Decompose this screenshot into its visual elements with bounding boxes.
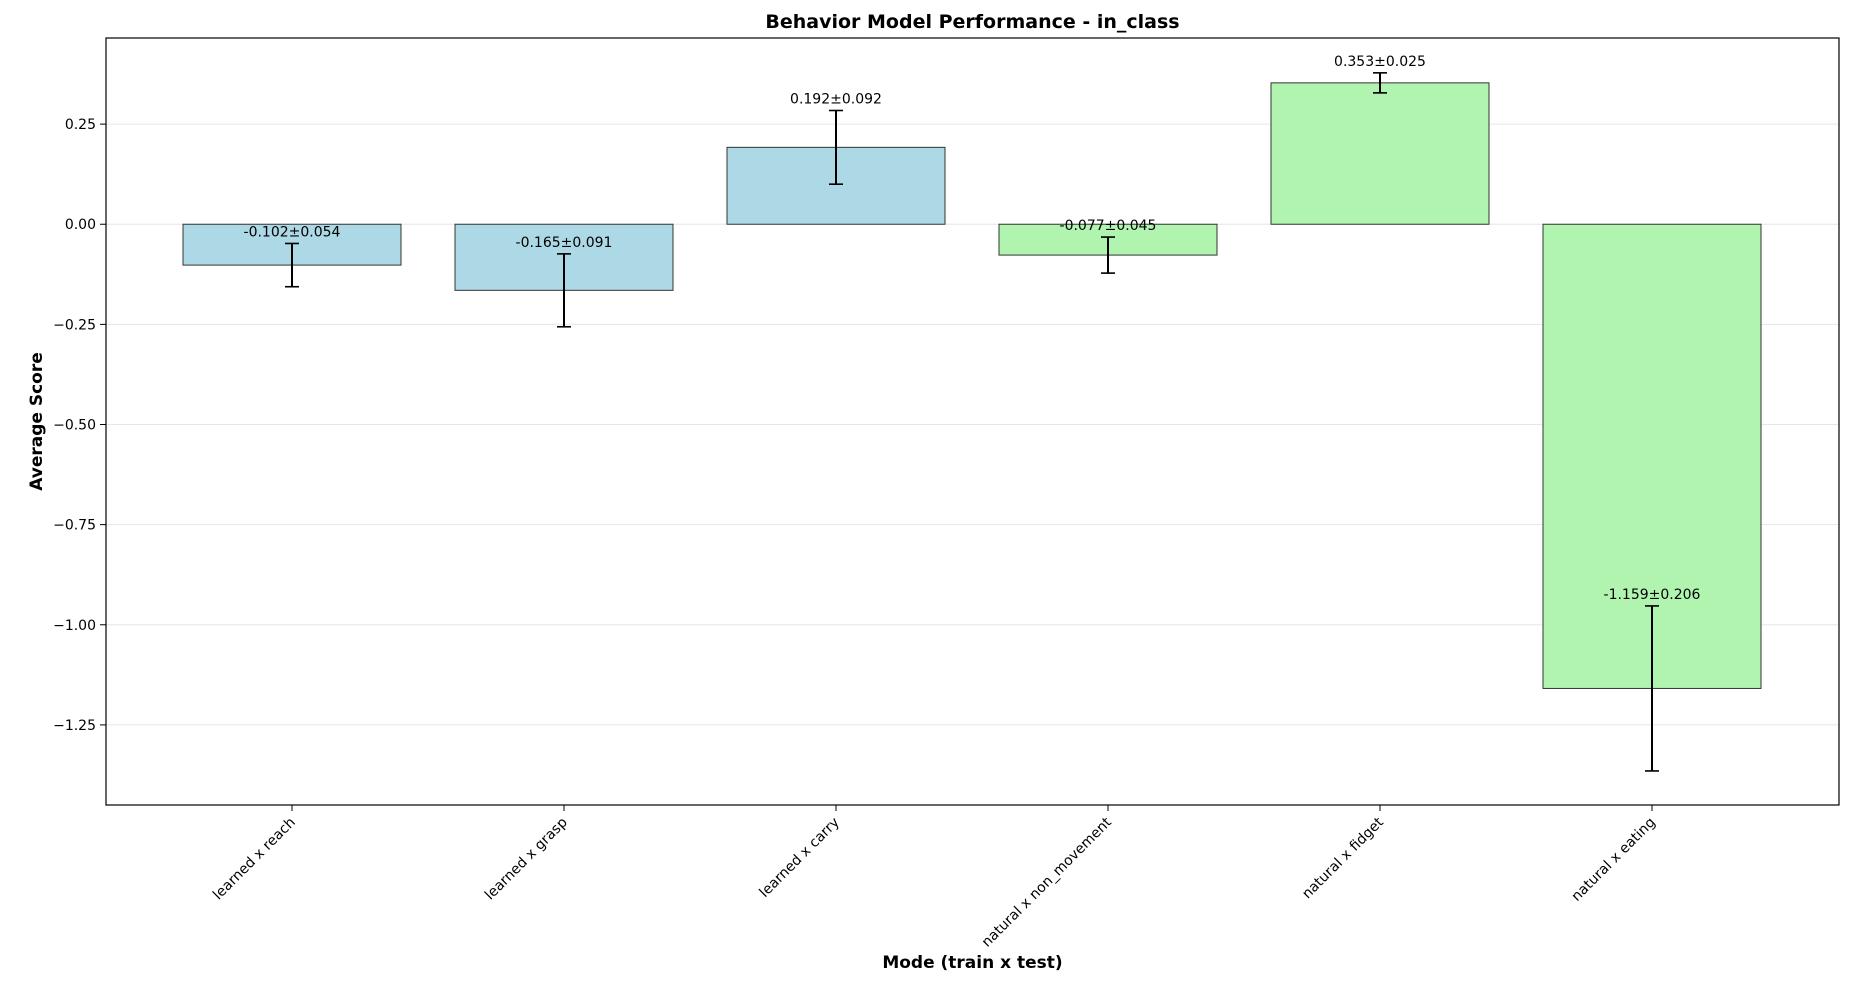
x-axis-label: Mode (train x test) (882, 953, 1062, 973)
y-axis-label: Average Score (27, 352, 47, 491)
y-axis: 0.25 0.00 −0.25 −0.50 −0.75 −1.00 −1.25 (53, 117, 106, 734)
data-label: 0.353±0.025 (1334, 54, 1426, 70)
x-tick-label: learned x grasp (482, 814, 571, 903)
chart-title: Behavior Model Performance - in_class (765, 11, 1179, 33)
y-tick-label: −1.25 (53, 718, 96, 734)
plot-frame (105, 37, 1840, 806)
error-bars-layer (285, 72, 1659, 772)
data-labels-layer: -0.102±0.054 -0.165±0.091 0.192±0.092 -0.07… (244, 54, 1701, 603)
y-tick-label: −0.25 (53, 317, 96, 333)
x-tick-label: natural x non_movement (979, 814, 1115, 950)
data-label: -0.102±0.054 (244, 224, 341, 240)
x-tick-label: natural x fidget (1299, 814, 1387, 902)
x-tick-label: learned x reach (210, 815, 299, 904)
data-label: 0.192±0.092 (790, 91, 882, 107)
bars-layer (182, 82, 1762, 689)
y-tick-label: −0.50 (53, 418, 96, 434)
bar (1270, 82, 1490, 225)
x-axis: learned x reach learned x grasp learned x … (210, 805, 1659, 950)
x-tick-label: learned x carry (757, 815, 843, 901)
y-tick-label: −0.75 (53, 518, 96, 534)
x-tick-label: natural x eating (1569, 815, 1659, 905)
y-tick-label: 0.25 (65, 117, 96, 133)
y-tick-label: −1.00 (53, 618, 96, 634)
data-label: -0.077±0.045 (1060, 218, 1157, 234)
data-label: -1.159±0.206 (1604, 587, 1701, 603)
data-label: -0.165±0.091 (516, 235, 613, 251)
y-tick-label: 0.00 (65, 217, 96, 233)
